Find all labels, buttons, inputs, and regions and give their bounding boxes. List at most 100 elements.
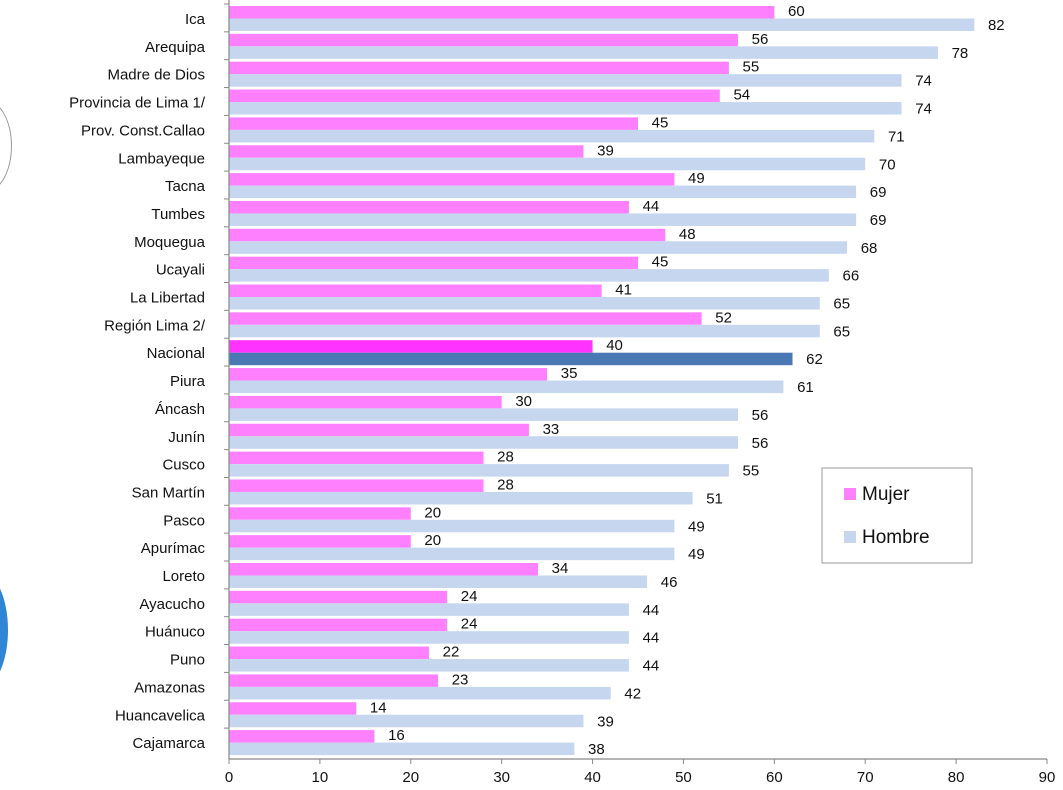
value-label-mujer: 48	[679, 226, 696, 243]
value-label-mujer: 22	[443, 644, 460, 661]
value-label-hombre: 49	[688, 546, 705, 563]
x-tick-label: 20	[402, 769, 419, 786]
category-label: Huánuco	[145, 624, 205, 641]
value-label-mujer: 45	[652, 254, 669, 271]
value-label-mujer: 24	[461, 616, 478, 633]
category-label: Prov. Const.Callao	[81, 122, 205, 139]
bar-hombre	[229, 742, 575, 756]
value-label-mujer: 40	[606, 337, 623, 354]
value-label-mujer: 23	[452, 671, 469, 688]
category-label: Huancavelica	[115, 707, 206, 724]
value-label-hombre: 42	[624, 685, 641, 702]
value-label-mujer: 20	[424, 532, 441, 549]
x-tick-label: 50	[675, 769, 692, 786]
bar-mujer	[229, 395, 502, 409]
category-label: Loreto	[162, 568, 205, 585]
value-label-hombre: 62	[806, 351, 823, 368]
value-label-hombre: 39	[597, 713, 614, 730]
bar-mujer	[229, 145, 584, 158]
bar-mujer	[229, 368, 548, 381]
value-label-hombre: 66	[843, 268, 860, 285]
value-label-hombre: 74	[915, 73, 932, 90]
bar-mujer	[229, 507, 411, 520]
value-label-hombre: 44	[643, 658, 660, 675]
bar-hombre	[229, 659, 629, 672]
bar-mujer	[229, 117, 638, 130]
category-label: Moquegua	[134, 234, 206, 251]
bar-mujer	[229, 6, 775, 19]
category-label: Apurímac	[141, 540, 206, 557]
category-label: Pasco	[163, 512, 205, 529]
value-label-hombre: 78	[952, 45, 969, 62]
bar-hombre	[229, 46, 938, 59]
value-label-mujer: 44	[643, 198, 660, 215]
bar-hombre	[229, 18, 975, 31]
value-label-hombre: 56	[752, 435, 769, 452]
category-label: Ica	[185, 11, 206, 28]
category-label: Tumbes	[151, 206, 205, 223]
category-label: Ucayali	[156, 262, 205, 279]
bar-hombre	[229, 631, 629, 644]
value-label-hombre: 69	[870, 212, 887, 229]
bar-mujer	[229, 228, 666, 242]
value-label-hombre: 74	[915, 101, 932, 118]
legend-label-mujer: Mujer	[862, 484, 910, 505]
bar-hombre	[229, 714, 584, 728]
value-label-hombre: 51	[706, 490, 723, 507]
bar-mujer	[229, 200, 629, 214]
bar-mujer	[229, 340, 593, 353]
value-label-mujer: 33	[543, 421, 560, 438]
bar-mujer	[229, 284, 602, 297]
bar-mujer	[229, 89, 720, 103]
legend-label-hombre: Hombre	[862, 527, 930, 548]
value-label-mujer: 52	[715, 309, 732, 326]
value-label-mujer: 45	[652, 114, 669, 131]
category-label: Puno	[170, 652, 205, 669]
value-label-mujer: 28	[497, 476, 514, 493]
category-label: Madre de Dios	[107, 67, 205, 84]
value-label-hombre: 44	[643, 630, 660, 647]
legend-swatch-mujer	[844, 488, 856, 500]
value-label-mujer: 28	[497, 449, 514, 466]
x-tick-label: 0	[225, 769, 233, 786]
bar-mujer	[229, 61, 729, 75]
value-label-hombre: 70	[879, 156, 896, 173]
x-tick-label: 70	[857, 769, 874, 786]
category-label: Nacional	[147, 345, 205, 362]
value-label-hombre: 44	[643, 602, 660, 619]
value-label-mujer: 41	[615, 282, 632, 299]
value-label-hombre: 38	[588, 741, 605, 758]
value-label-hombre: 49	[688, 518, 705, 535]
category-label: Piura	[170, 373, 206, 390]
x-tick-label: 10	[312, 769, 329, 786]
category-label: Junín	[168, 429, 205, 446]
category-label: Cusco	[162, 457, 205, 474]
category-label: Tacna	[165, 178, 206, 195]
bar-mujer	[229, 173, 675, 186]
bar-hombre	[229, 547, 675, 561]
bar-hombre	[229, 297, 820, 310]
value-label-mujer: 35	[561, 365, 578, 382]
legend-box	[821, 467, 973, 564]
value-label-hombre: 69	[870, 184, 887, 201]
x-tick-label: 40	[584, 769, 601, 786]
bar-mujer	[229, 33, 738, 47]
value-label-hombre: 65	[833, 296, 850, 313]
value-label-mujer: 20	[424, 504, 441, 521]
category-label: Amazonas	[134, 679, 205, 696]
x-tick-label: 30	[493, 769, 510, 786]
value-label-hombre: 65	[833, 323, 850, 340]
bar-mujer	[229, 479, 484, 492]
bar-mujer	[229, 702, 357, 715]
bar-mujer	[229, 423, 529, 437]
category-label: Ayacucho	[139, 596, 205, 613]
value-label-hombre: 46	[661, 574, 678, 591]
value-label-mujer: 56	[752, 31, 769, 48]
value-label-mujer: 16	[388, 727, 405, 744]
value-label-mujer: 24	[461, 588, 478, 605]
bar-mujer	[229, 451, 484, 465]
bar-mujer	[229, 256, 638, 270]
bar-hombre	[229, 241, 848, 254]
bar-hombre	[229, 686, 611, 700]
